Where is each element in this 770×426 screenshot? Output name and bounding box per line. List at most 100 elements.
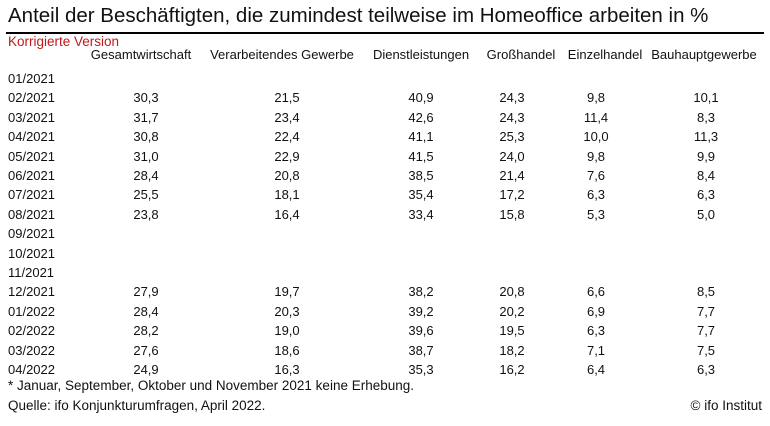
table-cell: 41,5	[408, 148, 434, 164]
table-cell: 22,9	[274, 148, 300, 164]
table-cell: 23,8	[133, 206, 159, 222]
table-cell: 18,1	[274, 187, 300, 203]
table-cell: 27,9	[133, 284, 159, 300]
table-cell: 6,6	[586, 284, 606, 300]
table-cell: 8,5	[696, 284, 716, 300]
table-cell: 9,8	[586, 90, 606, 106]
table-cell: 27,6	[133, 342, 159, 358]
table-cell: 24,9	[133, 362, 159, 377]
row-date: 01/2022	[8, 303, 55, 319]
table-cell: 16,4	[274, 206, 300, 222]
table-cell: 31,0	[133, 148, 159, 164]
table-cell: 24,3	[499, 109, 525, 125]
table-cell: 18,6	[274, 342, 300, 358]
column-header: Einzelhandel	[567, 47, 643, 62]
table-cell: 30,8	[133, 129, 159, 145]
row-date: 12/2021	[8, 284, 55, 300]
row-date: 02/2022	[8, 323, 55, 339]
table-cell: 25,3	[499, 129, 525, 145]
row-date: 03/2022	[8, 342, 55, 358]
table-cell: 6,3	[696, 187, 716, 203]
row-date: 03/2021	[8, 109, 55, 125]
table-cell: 20,8	[499, 284, 525, 300]
table-cell: 17,2	[499, 187, 525, 203]
table-cell: 10,0	[583, 129, 609, 145]
table-cell: 35,4	[408, 187, 434, 203]
table-cell: 6,3	[586, 187, 606, 203]
table-cell: 5,3	[586, 206, 606, 222]
table-cell: 38,7	[408, 342, 434, 358]
table-cell: 15,8	[499, 206, 525, 222]
table-cell: 20,3	[274, 303, 300, 319]
table-cell: 20,8	[274, 168, 300, 183]
column-header: Dienstleistungen	[372, 47, 470, 62]
table-cell: 38,2	[408, 284, 434, 300]
table-cell: 6,3	[696, 362, 716, 377]
table-cell: 6,4	[586, 362, 606, 377]
table-cell: 8,4	[696, 168, 716, 183]
title-divider	[6, 32, 764, 34]
row-date: 04/2022	[8, 362, 55, 377]
table-cell: 39,6	[408, 323, 434, 339]
row-date: 07/2021	[8, 187, 55, 203]
table-cell: 5,0	[696, 206, 716, 222]
table-cell: 30,3	[133, 90, 159, 106]
table-cell: 24,3	[499, 90, 525, 106]
table-cell: 33,4	[408, 206, 434, 222]
row-date: 04/2021	[8, 129, 55, 145]
table-cell: 21,4	[499, 168, 525, 183]
source-note: Quelle: ifo Konjunkturumfragen, April 20…	[8, 398, 266, 413]
table-cell: 31,7	[133, 109, 159, 125]
correction-note: Korrigierte Version	[8, 34, 120, 49]
table-cell: 28,2	[133, 323, 159, 339]
table-cell: 9,9	[696, 148, 716, 164]
table-cell: 42,6	[408, 109, 434, 125]
table-cell: 10,1	[693, 90, 719, 106]
table-cell: 7,7	[696, 303, 716, 319]
row-date: 10/2021	[8, 245, 55, 261]
footnote: * Januar, September, Oktober und Novembe…	[8, 378, 415, 393]
table-cell: 11,3	[693, 129, 719, 145]
table-cell: 19,0	[274, 323, 300, 339]
table-cell: 16,2	[499, 362, 525, 377]
row-date: 01/2021	[8, 71, 55, 86]
column-header: Gesamtwirtschaft	[90, 47, 192, 62]
table-cell: 28,4	[133, 303, 159, 319]
table-cell: 24,0	[499, 148, 525, 164]
table-cell: 7,6	[586, 168, 606, 183]
table-cell: 41,1	[408, 129, 434, 145]
table-cell: 22,4	[274, 129, 300, 145]
table-cell: 39,2	[408, 303, 434, 319]
column-header: Verarbeitendes Gewerbe	[210, 47, 354, 62]
row-date: 11/2021	[8, 265, 55, 280]
table-cell: 28,4	[133, 168, 159, 183]
table-cell: 18,2	[499, 342, 525, 358]
column-header: Bauhauptgewerbe	[651, 47, 757, 62]
table-title: Anteil der Beschäftigten, die zumindest …	[8, 4, 709, 27]
table-cell: 38,5	[408, 168, 434, 183]
table-cell: 19,5	[499, 323, 525, 339]
column-header: Großhandel	[486, 47, 556, 62]
table-cell: 19,7	[274, 284, 300, 300]
table-cell: 8,3	[696, 109, 716, 125]
table-cell: 6,3	[586, 323, 606, 339]
row-date: 08/2021	[8, 206, 55, 222]
row-date: 05/2021	[8, 148, 55, 164]
row-date: 06/2021	[8, 168, 55, 183]
table-cell: 11,4	[583, 109, 609, 125]
table-cell: 21,5	[274, 90, 300, 106]
table-cell: 6,9	[586, 303, 606, 319]
row-date: 02/2021	[8, 90, 55, 106]
table-cell: 16,3	[274, 362, 300, 377]
table-cell: 7,5	[696, 342, 716, 358]
table-cell: 7,7	[696, 323, 716, 339]
table-cell: 25,5	[133, 187, 159, 203]
copyright: © ifo Institut	[690, 398, 762, 413]
table-cell: 40,9	[408, 90, 434, 106]
table-cell: 7,1	[586, 342, 606, 358]
table-cell: 35,3	[408, 362, 434, 377]
table-cell: 23,4	[274, 109, 300, 125]
table-cell: 9,8	[586, 148, 606, 164]
table-cell: 20,2	[499, 303, 525, 319]
row-date: 09/2021	[8, 226, 55, 242]
